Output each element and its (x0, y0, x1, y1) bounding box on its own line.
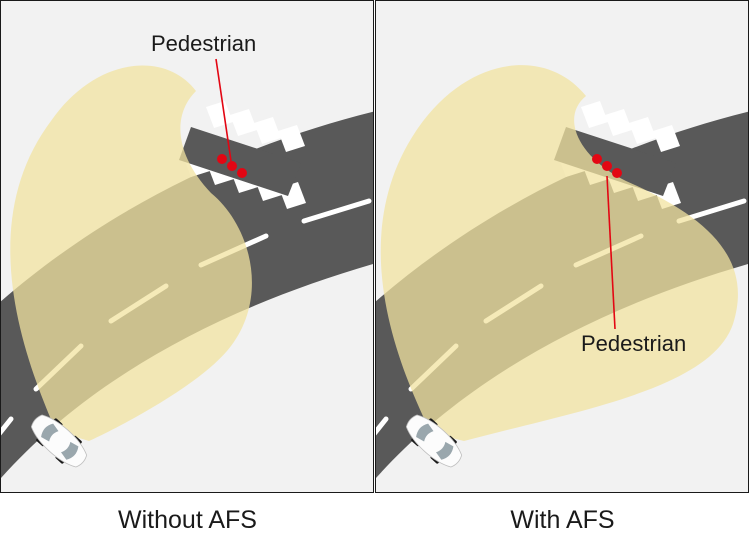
caption-without-afs: Without AFS (0, 506, 375, 535)
pedestrian-label-right: Pedestrian (581, 331, 686, 357)
pedestrian-label-left: Pedestrian (151, 31, 256, 57)
scene-with-afs (376, 1, 749, 493)
panel-without-afs: Pedestrian (0, 0, 374, 493)
caption-with-afs: With AFS (375, 506, 750, 535)
afs-diagram: Pedestrian Pedestrian Without AFS With A… (0, 0, 750, 559)
scene-without-afs (1, 1, 374, 493)
panel-with-afs: Pedestrian (375, 0, 749, 493)
